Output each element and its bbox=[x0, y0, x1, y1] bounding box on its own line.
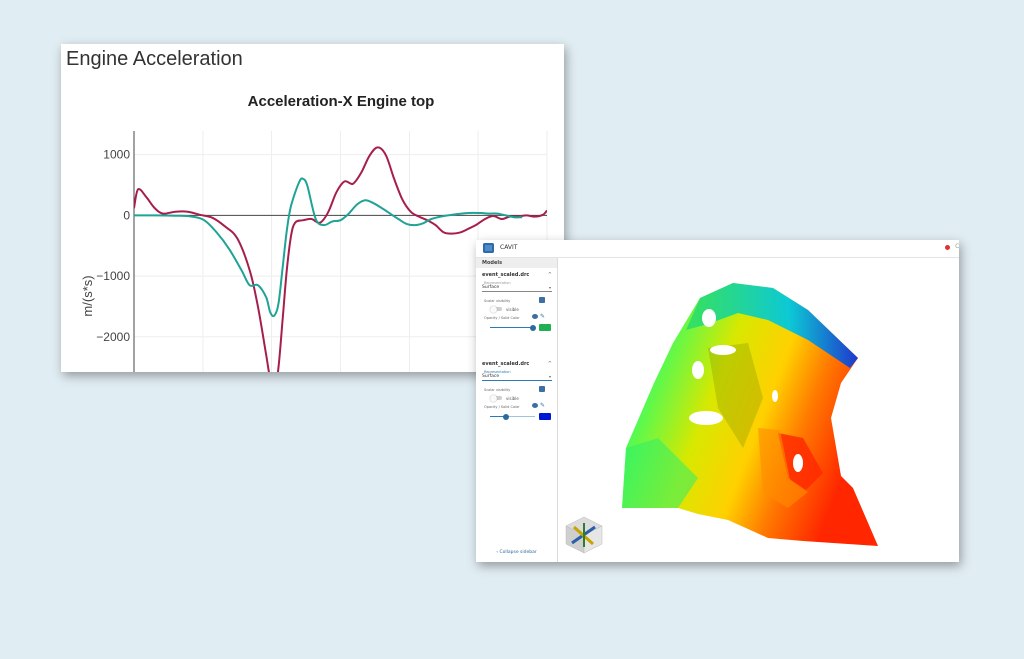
representation-value: Surface bbox=[482, 374, 500, 379]
color-swatch[interactable] bbox=[539, 413, 551, 420]
toggle-knob[interactable] bbox=[490, 394, 497, 402]
dropdown-arrow-icon: ▾ bbox=[548, 285, 551, 290]
close-icon[interactable] bbox=[945, 245, 950, 250]
scalar-visibility-label: Scalar visibility bbox=[484, 388, 511, 392]
collapse-label: Collapse sidebar bbox=[499, 550, 537, 555]
opacity-slider-knob[interactable] bbox=[529, 324, 536, 331]
3d-viewport[interactable] bbox=[558, 258, 959, 562]
model-panel: event_scaled.drc ^ Representation Surfac… bbox=[482, 272, 552, 342]
model-name[interactable]: event_scaled.drc bbox=[482, 361, 530, 367]
app-header: CAVIT Cl bbox=[476, 240, 959, 258]
chart-title: Acceleration-X Engine top bbox=[248, 93, 435, 110]
cavit-logo-icon bbox=[483, 243, 494, 253]
pencil-icon[interactable]: ✎ bbox=[540, 313, 546, 320]
mesh-orange-patch bbox=[758, 428, 808, 508]
opacity-slider[interactable] bbox=[490, 327, 533, 328]
representation-label: Representation bbox=[484, 370, 511, 374]
palette-icon[interactable] bbox=[539, 297, 545, 303]
chevron-up-icon[interactable]: ^ bbox=[547, 272, 552, 278]
mesh-hole bbox=[702, 309, 716, 327]
dropdown-arrow-icon: ▾ bbox=[548, 374, 551, 379]
y-tick-label: 1000 bbox=[103, 148, 130, 162]
y-tick-label: 0 bbox=[123, 208, 130, 222]
mesh-render[interactable] bbox=[558, 258, 959, 562]
series-line-0[interactable] bbox=[134, 146, 547, 372]
model-panel: event_scaled.drc ^ Representation Surfac… bbox=[482, 361, 552, 431]
opacity-label: Opacity / Solid Color bbox=[484, 405, 520, 409]
model-name[interactable]: event_scaled.drc bbox=[482, 272, 530, 278]
representation-label: Representation bbox=[484, 281, 511, 285]
opacity-slider-knob[interactable] bbox=[502, 413, 509, 420]
close-button[interactable]: Cl bbox=[955, 243, 959, 250]
eye-icon[interactable] bbox=[532, 403, 538, 408]
visible-label: visible bbox=[506, 396, 519, 401]
mesh-hole bbox=[689, 411, 723, 425]
representation-select[interactable]: Surface ▾ bbox=[482, 284, 552, 292]
models-header: Models bbox=[476, 258, 557, 268]
opacity-slider-rest bbox=[505, 416, 535, 417]
chevron-left-icon: ‹ bbox=[496, 550, 500, 555]
cavit-window: CAVIT Cl Models event_scaled.drc ^ Repre… bbox=[476, 240, 959, 562]
y-tick-label: −1000 bbox=[96, 269, 130, 283]
collapse-sidebar-button[interactable]: ‹ Collapse sidebar bbox=[476, 550, 557, 555]
visible-label: visible bbox=[506, 307, 519, 312]
card-title: Engine Acceleration bbox=[66, 48, 243, 70]
y-axis-label: m/(s*s) bbox=[80, 275, 95, 316]
mesh-dark-fold bbox=[708, 343, 763, 448]
series-line-1[interactable] bbox=[134, 177, 523, 318]
representation-select[interactable]: Surface ▾ bbox=[482, 373, 552, 381]
toggle-knob[interactable] bbox=[490, 305, 497, 313]
orientation-cube-icon[interactable] bbox=[562, 513, 606, 557]
scalar-visibility-label: Scalar visibility bbox=[484, 299, 511, 303]
eye-icon[interactable] bbox=[532, 314, 538, 319]
app-title: CAVIT bbox=[500, 244, 518, 251]
color-swatch[interactable] bbox=[539, 324, 551, 331]
chart-panel: Engine Acceleration 1000 0 −1000 −2000 Accel… bbox=[61, 44, 564, 372]
mesh-top-band bbox=[686, 283, 858, 368]
y-tick-label: −2000 bbox=[96, 330, 130, 344]
mesh-hole bbox=[772, 390, 778, 402]
mesh-green-patch bbox=[622, 438, 698, 508]
representation-value: Surface bbox=[482, 285, 500, 290]
opacity-label: Opacity / Solid Color bbox=[484, 316, 520, 320]
mesh-hole bbox=[710, 345, 736, 355]
mesh-hole bbox=[793, 454, 803, 472]
opacity-slider[interactable] bbox=[490, 416, 506, 417]
models-sidebar: Models event_scaled.drc ^ Representation… bbox=[476, 258, 558, 562]
mesh-hole bbox=[692, 361, 704, 379]
chevron-up-icon[interactable]: ^ bbox=[547, 361, 552, 367]
pencil-icon[interactable]: ✎ bbox=[540, 402, 546, 409]
palette-icon[interactable] bbox=[539, 386, 545, 392]
